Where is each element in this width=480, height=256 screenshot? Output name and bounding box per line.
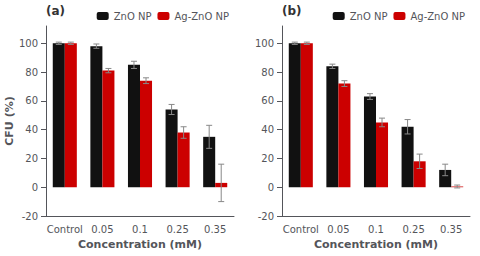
svg-text:Concentration (mM): Concentration (mM) — [78, 238, 202, 251]
svg-text:80: 80 — [261, 67, 274, 78]
svg-text:0.05: 0.05 — [91, 224, 113, 235]
svg-text:0.1: 0.1 — [132, 224, 148, 235]
svg-text:0: 0 — [268, 182, 274, 193]
svg-text:20: 20 — [261, 153, 274, 164]
svg-text:Ag-ZnO NP: Ag-ZnO NP — [174, 11, 229, 22]
svg-text:0.05: 0.05 — [327, 224, 349, 235]
svg-text:-20: -20 — [258, 211, 274, 222]
svg-text:Concentration (mM): Concentration (mM) — [314, 238, 438, 251]
svg-text:Control: Control — [47, 224, 83, 235]
svg-text:60: 60 — [261, 95, 274, 106]
svg-text:0.35: 0.35 — [440, 224, 462, 235]
svg-text:(a): (a) — [46, 4, 65, 18]
svg-text:80: 80 — [25, 67, 38, 78]
svg-text:Control: Control — [283, 224, 319, 235]
svg-text:100: 100 — [19, 38, 38, 49]
svg-text:40: 40 — [25, 124, 38, 135]
svg-text:-20: -20 — [22, 211, 38, 222]
svg-text:0.1: 0.1 — [368, 224, 384, 235]
svg-text:Ag-ZnO NP: Ag-ZnO NP — [410, 11, 465, 22]
svg-text:20: 20 — [25, 153, 38, 164]
svg-text:ZnO NP: ZnO NP — [350, 11, 388, 22]
svg-text:0.25: 0.25 — [402, 224, 424, 235]
svg-text:0.35: 0.35 — [204, 224, 226, 235]
svg-text:100: 100 — [255, 38, 274, 49]
svg-text:0.25: 0.25 — [166, 224, 188, 235]
svg-text:0: 0 — [32, 182, 38, 193]
svg-text:ZnO NP: ZnO NP — [114, 11, 152, 22]
svg-text:CFU (%): CFU (%) — [3, 96, 16, 145]
svg-text:60: 60 — [25, 95, 38, 106]
svg-text:(b): (b) — [282, 4, 302, 18]
svg-text:40: 40 — [261, 124, 274, 135]
